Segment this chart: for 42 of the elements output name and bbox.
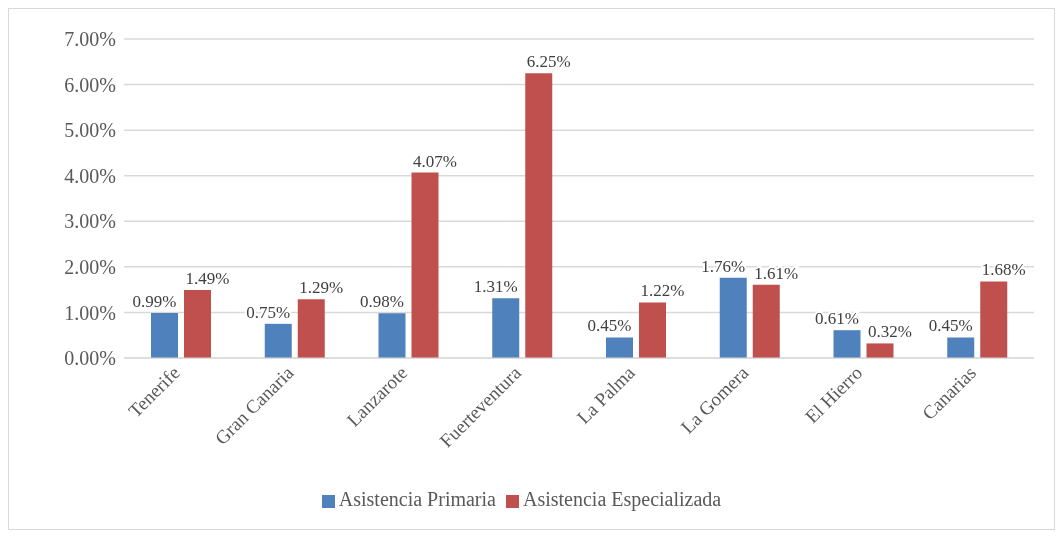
data-label: 1.22% (640, 281, 685, 301)
bar (752, 284, 780, 358)
bar (525, 73, 553, 358)
data-label: 0.61% (815, 309, 859, 329)
data-label: 1.61% (754, 263, 799, 283)
y-tick-label: 4.00% (64, 164, 116, 187)
data-label: 0.45% (587, 316, 632, 336)
bar (151, 312, 178, 358)
y-tick-label: 3.00% (64, 210, 116, 233)
data-label: 1.68% (981, 260, 1026, 280)
bar (492, 298, 520, 358)
y-tick-label: 5.00% (64, 119, 116, 142)
data-label: 1.31% (473, 277, 518, 297)
bar (184, 290, 211, 358)
data-label: 0.32% (868, 322, 912, 342)
y-tick-label: 6.00% (64, 73, 116, 96)
data-label: 0.45% (928, 316, 973, 336)
data-label: 1.49% (185, 269, 230, 289)
bar (980, 281, 1008, 358)
bar (947, 337, 975, 358)
bar (264, 323, 292, 358)
y-tick-label: 1.00% (64, 301, 116, 324)
bar (639, 302, 666, 358)
data-label: 6.25% (526, 52, 571, 72)
bar (378, 313, 406, 358)
legend-label: Asistencia Especializada (522, 488, 722, 510)
bar (719, 277, 747, 358)
y-tick-label: 7.00% (64, 28, 116, 51)
data-label: 0.75% (246, 302, 291, 322)
data-label: 0.99% (132, 291, 177, 311)
data-label: 1.76% (701, 256, 746, 276)
y-tick-label: 2.00% (64, 255, 116, 278)
bar (833, 330, 861, 358)
bar (297, 299, 325, 358)
legend-label: Asistencia Primaria (338, 488, 496, 510)
data-label: 1.29% (299, 278, 344, 298)
data-label: 0.98% (360, 292, 404, 312)
bar (866, 343, 894, 358)
data-label: 4.07% (413, 151, 457, 171)
bar (411, 172, 439, 358)
bar (606, 337, 633, 358)
y-tick-label: 0.00% (64, 347, 116, 370)
